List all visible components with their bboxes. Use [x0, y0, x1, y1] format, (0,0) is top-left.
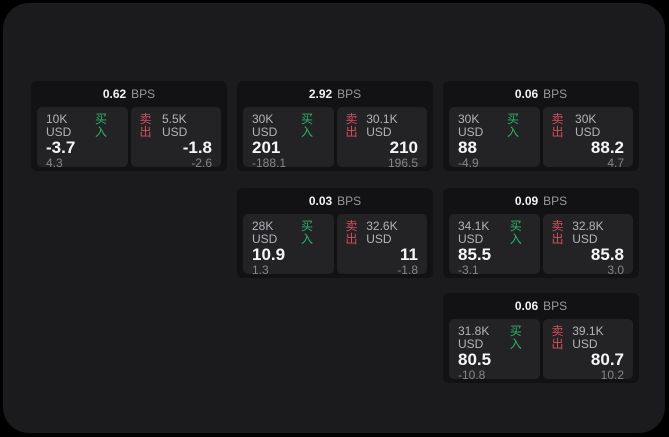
- bps-value: 0.06: [514, 87, 539, 101]
- sell-delta: -1.8: [397, 263, 418, 277]
- sell-delta: 10.2: [600, 368, 624, 382]
- bps-unit: BPS: [337, 87, 362, 101]
- buy-tile[interactable]: 30K USD 买入 88 -4.9: [449, 107, 540, 170]
- card-header: 2.92 BPS: [237, 81, 433, 107]
- card-header: 0.03 BPS: [237, 188, 433, 214]
- buy-price: 80.5: [458, 350, 492, 369]
- buy-delta: -4.9: [458, 156, 479, 170]
- sell-side-label: 卖出: [551, 219, 564, 246]
- sell-side-label: 卖出: [345, 219, 358, 246]
- sell-tile[interactable]: 卖出 32.6K USD 11 -1.8: [336, 214, 427, 277]
- buy-side-label: 买入: [300, 219, 313, 246]
- buy-delta: 4.3: [46, 156, 63, 170]
- card-header: 0.06 BPS: [443, 81, 639, 107]
- buy-side-label: 买入: [94, 112, 107, 139]
- bps-unit: BPS: [337, 194, 362, 208]
- buy-amount: 28K USD: [252, 219, 278, 246]
- buy-side-label: 买入: [509, 219, 522, 246]
- app-window: 0.62 BPS 10K USD 买入 -3.7 4.3 卖出 5.5K USD…: [3, 3, 665, 433]
- buy-side-label: 买入: [506, 112, 519, 139]
- buy-tile[interactable]: 31.8K USD 买入 80.5 -10.8: [449, 319, 540, 382]
- buy-amount: 30K USD: [252, 112, 278, 139]
- bps-value: 0.62: [102, 87, 127, 101]
- buy-delta: -188.1: [252, 156, 287, 170]
- buy-tile[interactable]: 28K USD 买入 10.9 1.3: [243, 214, 334, 277]
- quote-card: 0.09 BPS 34.1K USD 买入 85.5 -3.1 卖出 32.8K…: [443, 188, 639, 278]
- buy-tile[interactable]: 10K USD 买入 -3.7 4.3: [37, 107, 128, 170]
- buy-amount: 34.1K USD: [458, 219, 490, 246]
- sell-amount: 5.5K USD: [162, 112, 188, 139]
- sell-amount: 32.8K USD: [572, 219, 604, 246]
- card-header: 0.06 BPS: [443, 293, 639, 319]
- sell-amount: 39.1K USD: [572, 324, 604, 351]
- buy-delta: -3.1: [458, 263, 479, 277]
- sell-side-label: 卖出: [345, 112, 358, 139]
- bps-value: 0.03: [308, 194, 333, 208]
- sell-side-label: 卖出: [551, 324, 564, 351]
- bps-unit: BPS: [543, 299, 568, 313]
- quote-card: 0.06 BPS 31.8K USD 买入 80.5 -10.8 卖出 39.1…: [443, 293, 639, 383]
- buy-tile[interactable]: 34.1K USD 买入 85.5 -3.1: [449, 214, 540, 277]
- buy-price: 201: [252, 138, 281, 157]
- sell-delta: 3.0: [607, 263, 624, 277]
- bps-value: 0.06: [514, 299, 539, 313]
- sell-tile[interactable]: 卖出 5.5K USD -1.8 -2.6: [130, 107, 221, 170]
- buy-delta: -10.8: [458, 368, 486, 382]
- buy-delta: 1.3: [252, 263, 269, 277]
- sell-amount: 30K USD: [575, 112, 601, 139]
- sell-tile[interactable]: 卖出 32.8K USD 85.8 3.0: [542, 214, 633, 277]
- buy-price: 88: [458, 138, 477, 157]
- buy-amount: 31.8K USD: [458, 324, 490, 351]
- sell-delta: 4.7: [607, 156, 624, 170]
- card-header: 0.09 BPS: [443, 188, 639, 214]
- sell-tile[interactable]: 卖出 30K USD 88.2 4.7: [542, 107, 633, 170]
- buy-amount: 10K USD: [46, 112, 72, 139]
- bps-value: 2.92: [308, 87, 333, 101]
- sell-side-label: 卖出: [551, 112, 564, 139]
- quote-card: 0.62 BPS 10K USD 买入 -3.7 4.3 卖出 5.5K USD…: [31, 81, 227, 171]
- card-header: 0.62 BPS: [31, 81, 227, 107]
- buy-tile[interactable]: 30K USD 买入 201 -188.1: [243, 107, 334, 170]
- buy-side-label: 买入: [300, 112, 313, 139]
- quote-card: 2.92 BPS 30K USD 买入 201 -188.1 卖出 30.1K …: [237, 81, 433, 171]
- sell-price: 11: [400, 245, 418, 264]
- sell-tile[interactable]: 卖出 39.1K USD 80.7 10.2: [542, 319, 633, 382]
- buy-price: -3.7: [46, 138, 76, 157]
- buy-side-label: 买入: [509, 324, 522, 351]
- sell-delta: -2.6: [191, 156, 212, 170]
- sell-side-label: 卖出: [139, 112, 152, 139]
- bps-unit: BPS: [131, 87, 156, 101]
- bps-unit: BPS: [543, 87, 568, 101]
- quote-card: 0.06 BPS 30K USD 买入 88 -4.9 卖出 30K USD 8…: [443, 81, 639, 171]
- buy-price: 85.5: [458, 245, 492, 264]
- bps-unit: BPS: [543, 194, 568, 208]
- sell-price: 210: [389, 138, 418, 157]
- sell-price: -1.8: [182, 138, 212, 157]
- buy-amount: 30K USD: [458, 112, 484, 139]
- quote-card: 0.03 BPS 28K USD 买入 10.9 1.3 卖出 32.6K US…: [237, 188, 433, 278]
- sell-price: 85.8: [590, 245, 624, 264]
- sell-amount: 30.1K USD: [366, 112, 398, 139]
- sell-delta: 196.5: [387, 156, 418, 170]
- sell-amount: 32.6K USD: [366, 219, 398, 246]
- buy-price: 10.9: [252, 245, 286, 264]
- sell-price: 80.7: [590, 350, 624, 369]
- bps-value: 0.09: [514, 194, 539, 208]
- sell-price: 88.2: [590, 138, 624, 157]
- sell-tile[interactable]: 卖出 30.1K USD 210 196.5: [336, 107, 427, 170]
